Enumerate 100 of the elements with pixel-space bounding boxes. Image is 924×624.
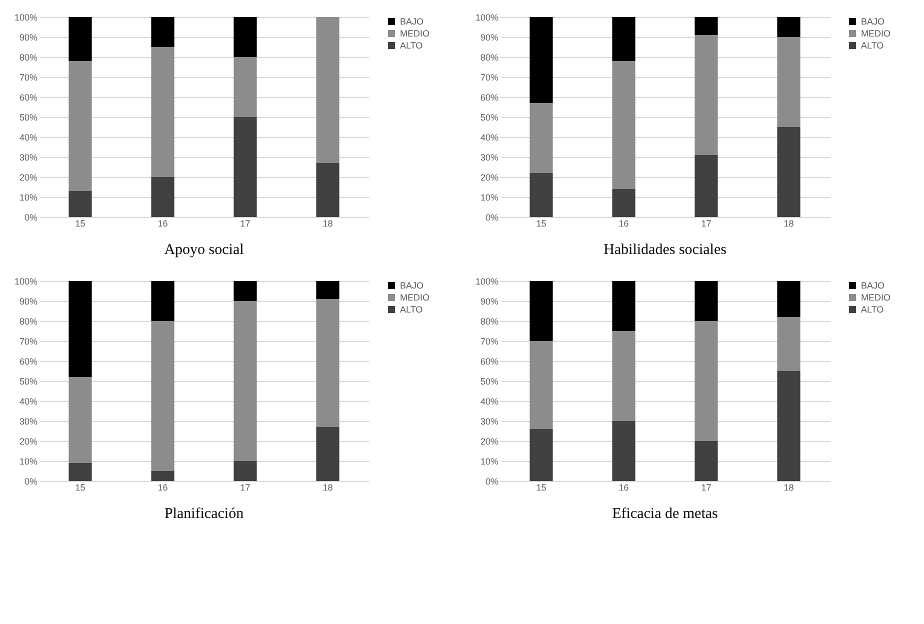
bar <box>234 57 257 117</box>
x-tick-label: 17 <box>240 482 250 492</box>
bar <box>68 463 92 481</box>
bar <box>530 429 553 481</box>
bar <box>777 17 800 37</box>
y-tick-label: 70% <box>19 72 38 82</box>
text: Habilidades sociales <box>604 242 727 258</box>
bar <box>234 281 257 301</box>
legend-label: ALTO <box>400 40 423 50</box>
y-tick-label: 30% <box>19 416 38 426</box>
bar <box>68 17 92 61</box>
y-tick-label: 20% <box>19 436 38 446</box>
bar <box>234 117 257 217</box>
x-tick-label: 18 <box>322 482 333 492</box>
x-tick-label: 15 <box>536 218 546 228</box>
bar <box>694 17 718 35</box>
bar <box>316 281 340 299</box>
legend-label: BAJO <box>861 16 885 26</box>
bar <box>777 37 800 127</box>
y-tick-label: 20% <box>480 436 498 446</box>
text: Eficacia de metas <box>612 506 718 522</box>
x-tick-label: 17 <box>240 218 250 228</box>
legend-label: ALTO <box>861 40 884 50</box>
bar <box>68 191 92 217</box>
bar <box>530 341 553 429</box>
bar <box>777 127 800 217</box>
legend-label: BAJO <box>861 280 885 290</box>
y-tick-label: 0% <box>485 212 498 222</box>
y-tick-label: 0% <box>24 212 38 222</box>
bar <box>234 301 257 461</box>
y-tick-label: 50% <box>480 112 498 122</box>
y-tick-label: 60% <box>19 92 38 102</box>
y-tick-label: 70% <box>480 336 498 346</box>
bar <box>151 321 174 471</box>
y-tick-label: 10% <box>19 456 38 466</box>
bar <box>151 17 174 47</box>
bar <box>612 421 636 481</box>
x-tick-label: 17 <box>701 482 712 492</box>
bar <box>694 35 718 155</box>
bar <box>612 17 636 61</box>
y-tick-label: 40% <box>19 132 38 142</box>
bar <box>694 441 718 481</box>
y-tick-label: 100% <box>14 12 38 22</box>
text: Apoyo social <box>164 242 244 258</box>
bar <box>68 281 92 377</box>
y-tick-label: 0% <box>24 476 38 486</box>
y-tick-label: 30% <box>19 152 38 162</box>
y-tick-label: 100% <box>475 12 498 22</box>
bar <box>151 177 174 217</box>
x-tick-label: 16 <box>158 482 168 492</box>
bar <box>316 427 340 481</box>
bar <box>316 299 340 427</box>
x-tick-label: 18 <box>322 218 333 228</box>
y-tick-label: 20% <box>19 172 38 182</box>
bar <box>777 317 800 371</box>
bar <box>68 61 92 191</box>
bar <box>694 321 718 441</box>
y-tick-label: 80% <box>19 316 38 326</box>
y-tick-label: 60% <box>19 356 38 366</box>
bar <box>612 331 636 421</box>
y-tick-label: 70% <box>19 336 38 346</box>
y-tick-label: 30% <box>480 416 498 426</box>
x-tick-label: 16 <box>158 218 168 228</box>
y-tick-label: 20% <box>480 172 498 182</box>
y-tick-label: 50% <box>480 376 498 386</box>
y-tick-label: 30% <box>480 152 498 162</box>
x-tick-label: 15 <box>75 482 86 492</box>
y-tick-label: 100% <box>475 276 498 286</box>
bar <box>530 17 553 103</box>
y-tick-label: 70% <box>480 72 498 82</box>
bar <box>694 281 718 321</box>
bar <box>68 377 92 463</box>
y-tick-label: 10% <box>480 192 498 202</box>
y-tick-label: 40% <box>480 396 498 406</box>
x-tick-label: 15 <box>75 218 86 228</box>
bar <box>234 461 257 481</box>
x-tick-label: 15 <box>536 482 546 492</box>
legend-label: MEDIO <box>400 28 430 38</box>
legend-label: MEDIO <box>861 292 891 302</box>
bar <box>694 155 718 217</box>
bar <box>777 371 800 481</box>
bar <box>151 281 174 321</box>
y-tick-label: 10% <box>19 192 38 202</box>
y-tick-label: 100% <box>14 276 38 286</box>
x-tick-label: 16 <box>618 218 629 228</box>
x-tick-label: 18 <box>784 482 794 492</box>
legend-label: MEDIO <box>400 292 430 302</box>
x-tick-label: 16 <box>618 482 629 492</box>
bar <box>612 189 636 217</box>
bar <box>151 47 174 177</box>
y-tick-label: 60% <box>480 92 498 102</box>
bar <box>316 163 340 217</box>
y-tick-label: 90% <box>19 32 38 42</box>
legend-label: ALTO <box>861 304 884 314</box>
y-tick-label: 40% <box>19 396 38 406</box>
y-tick-label: 40% <box>480 132 498 142</box>
y-tick-label: 50% <box>19 376 38 386</box>
bar <box>316 17 340 163</box>
x-tick-label: 17 <box>701 218 712 228</box>
y-tick-label: 90% <box>480 296 498 306</box>
